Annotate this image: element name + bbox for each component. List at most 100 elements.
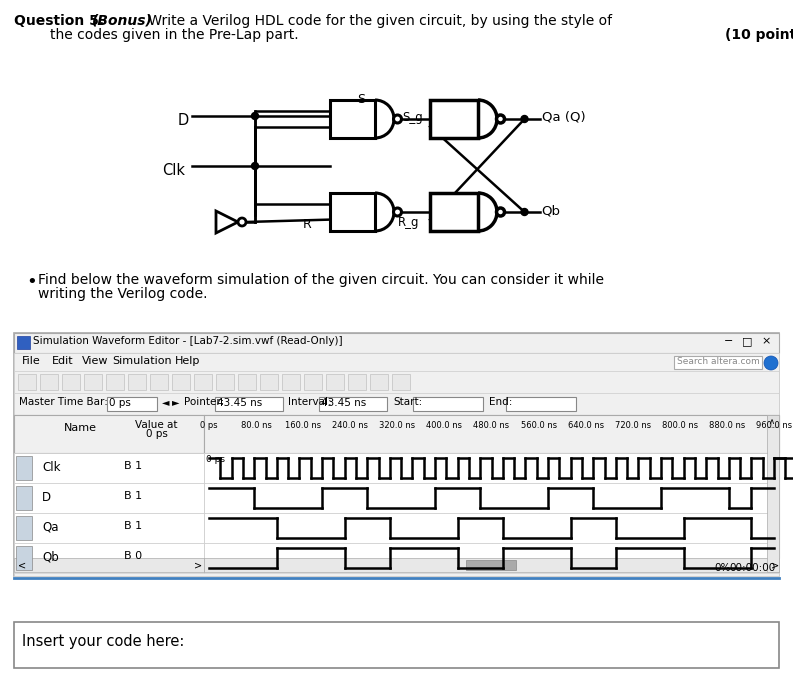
Text: Question 5.: Question 5. [14,14,104,28]
Text: B 0: B 0 [124,551,142,561]
Bar [430,193,478,231]
Text: −: − [724,336,734,346]
Text: Clk: Clk [42,461,60,474]
Text: Insert your code here:: Insert your code here: [22,634,185,649]
Bar [304,374,322,390]
Text: ◄: ◄ [162,397,170,407]
Text: Master Time Bar:: Master Time Bar: [19,397,108,407]
Bar [14,622,779,668]
Bar [767,415,779,572]
Bar [506,397,576,411]
Circle shape [251,113,259,119]
Text: 240.0 ns: 240.0 ns [332,421,368,430]
Text: Write a Verilog HDL code for the given circuit, by using the style of: Write a Verilog HDL code for the given c… [144,14,612,28]
Bar [150,374,168,390]
Bar [204,543,779,573]
Bar [392,374,410,390]
Circle shape [393,115,401,123]
Bar [769,558,779,572]
Bar [370,374,388,390]
Text: Qb: Qb [542,204,561,217]
Bar [14,558,204,572]
Text: Name: Name [64,423,97,433]
Bar [172,374,190,390]
Text: Pointer:: Pointer: [184,397,224,407]
Text: ×: × [761,336,770,346]
Bar [14,415,204,558]
Text: Start:: Start: [393,397,422,407]
Text: >: > [771,561,780,571]
Text: D: D [178,113,190,128]
Bar [14,333,779,353]
Bar [216,374,234,390]
Text: 43.45 ns: 43.45 ns [321,398,366,408]
Bar [204,415,779,558]
Bar [16,486,32,510]
Text: 880.0 ns: 880.0 ns [709,421,745,430]
Bar [674,356,762,369]
Text: 720.0 ns: 720.0 ns [615,421,651,430]
Bar [16,546,32,570]
Bar [330,100,375,138]
Text: Qb: Qb [42,551,59,564]
Circle shape [496,115,504,123]
Text: Edit: Edit [52,356,74,366]
Text: End:: End: [489,397,512,407]
Bar [330,193,375,231]
Text: <: < [18,561,26,571]
Bar [238,374,256,390]
Circle shape [251,163,259,169]
Text: 800.0 ns: 800.0 ns [662,421,698,430]
Circle shape [238,218,246,226]
Bar [106,374,124,390]
Bar [215,397,283,411]
Bar [204,453,779,483]
Text: R: R [303,218,312,231]
Text: S: S [357,93,365,106]
Text: Clk: Clk [162,163,185,178]
Text: S_g: S_g [403,111,423,124]
Text: Simulation: Simulation [112,356,171,366]
Text: Simulation Waveform Editor - [Lab7-2.sim.vwf (Read-Only)]: Simulation Waveform Editor - [Lab7-2.sim… [33,336,343,346]
Circle shape [521,209,528,215]
Circle shape [521,115,528,122]
Text: 80.0 ns: 80.0 ns [240,421,271,430]
Text: 00:00:00: 00:00:00 [729,563,776,573]
Text: Qa (Q): Qa (Q) [542,111,585,124]
Text: 560.0 ns: 560.0 ns [520,421,557,430]
Text: Search altera.com: Search altera.com [677,357,760,366]
Text: 0 ps: 0 ps [206,455,225,464]
Text: B 1: B 1 [124,491,142,501]
Text: 43.45 ns: 43.45 ns [217,398,262,408]
Text: □: □ [742,336,753,346]
Bar [16,516,32,540]
Text: 480.0 ns: 480.0 ns [473,421,510,430]
Bar [413,397,483,411]
Text: 640.0 ns: 640.0 ns [568,421,603,430]
Bar [17,336,30,349]
Text: 160.0 ns: 160.0 ns [285,421,321,430]
Bar [18,374,36,390]
Text: Value at: Value at [136,420,178,430]
Text: Help: Help [175,356,201,366]
Text: B 1: B 1 [124,521,142,531]
Bar [107,397,157,411]
Bar [84,374,102,390]
Text: ∧: ∧ [769,417,775,426]
Bar [14,543,204,573]
Text: Interval:: Interval: [288,397,331,407]
Bar [204,558,769,572]
Bar [204,415,779,453]
Text: 0 ps: 0 ps [200,421,218,430]
Text: B 1: B 1 [124,461,142,471]
Text: Find below the waveform simulation of the given circuit. You can consider it whi: Find below the waveform simulation of th… [38,273,604,287]
Text: ►: ► [172,397,179,407]
Bar [14,483,204,513]
Text: (10 points): (10 points) [725,28,793,42]
Bar [326,374,344,390]
Circle shape [764,356,778,370]
Bar [430,100,478,138]
Text: writing the Verilog code.: writing the Verilog code. [38,287,208,301]
Bar [767,415,779,427]
Bar [194,374,212,390]
